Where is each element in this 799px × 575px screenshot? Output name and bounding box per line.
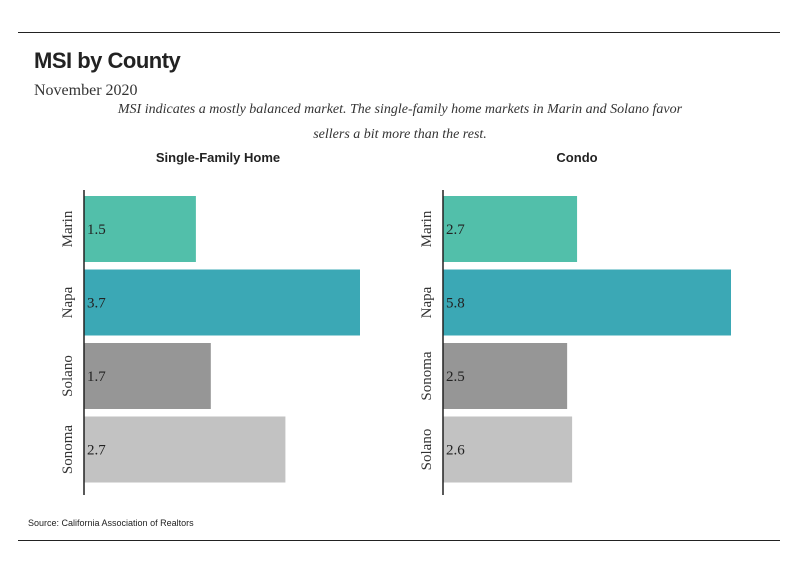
panel-title-0: Single-Family Home (156, 150, 280, 165)
top-rule (18, 32, 780, 33)
category-label-0-solano: Solano (60, 355, 76, 397)
bar-0-marin (84, 196, 196, 262)
category-label-0-napa: Napa (60, 286, 76, 318)
value-label-1-solano: 2.6 (446, 443, 465, 459)
value-label-0-solano: 1.7 (87, 369, 106, 385)
category-label-1-marin: Marin (419, 210, 435, 247)
category-label-0-sonoma: Sonoma (60, 425, 76, 475)
value-label-0-marin: 1.5 (87, 222, 106, 238)
bar-0-napa (84, 269, 360, 336)
category-label-1-solano: Solano (419, 429, 435, 471)
value-label-1-napa: 5.8 (446, 296, 465, 312)
bar-1-napa (443, 269, 731, 336)
bar-0-solano (84, 343, 211, 409)
value-label-1-sonoma: 2.5 (446, 369, 465, 385)
value-label-0-sonoma: 2.7 (87, 443, 106, 459)
category-label-1-napa: Napa (419, 286, 435, 318)
chart-title: MSI by County (34, 48, 181, 73)
bar-1-sonoma (443, 343, 568, 409)
category-label-0-marin: Marin (60, 210, 76, 247)
bar-1-solano (443, 416, 573, 483)
value-label-0-napa: 3.7 (87, 296, 106, 312)
bottom-rule (18, 540, 780, 541)
chart-caption: MSI indicates a mostly balanced market. … (117, 102, 683, 142)
chart-subtitle: November 2020 (34, 82, 138, 99)
panel-title-1: Condo (556, 150, 597, 165)
bar-0-sonoma (84, 416, 286, 483)
value-label-1-marin: 2.7 (446, 222, 465, 238)
category-label-1-sonoma: Sonoma (419, 351, 435, 401)
bar-1-marin (443, 196, 578, 262)
source-note: Source: California Association of Realto… (28, 518, 194, 528)
